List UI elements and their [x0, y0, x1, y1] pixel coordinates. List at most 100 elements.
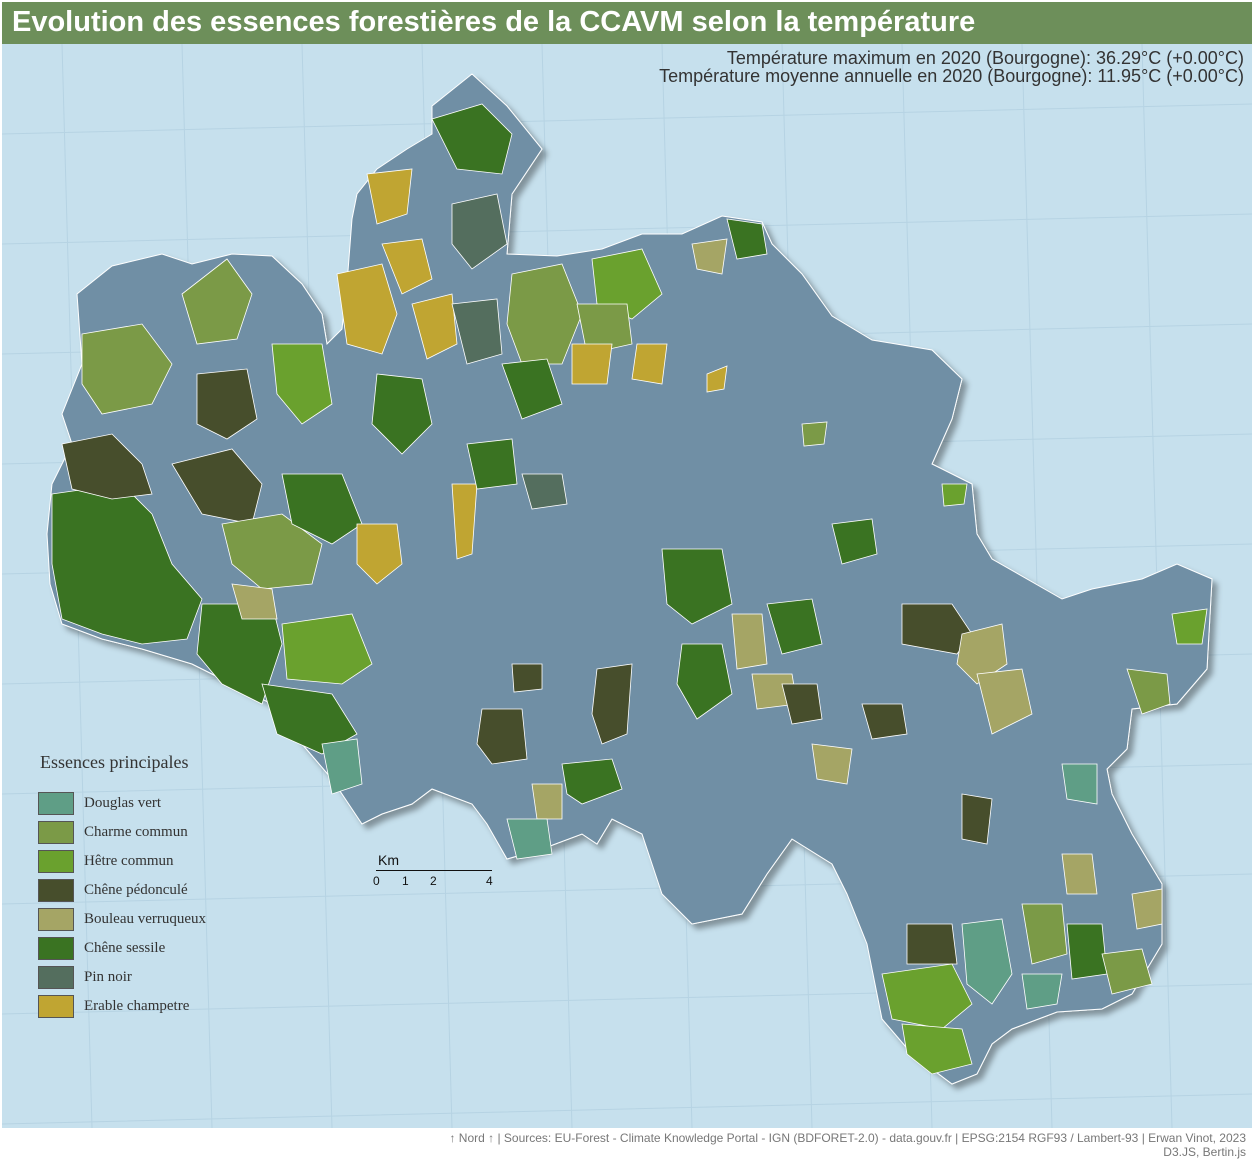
forest-stand [181, 258, 253, 345]
map-area: Température maximum en 2020 (Bourgogne):… [2, 44, 1252, 1128]
legend-item-chene-sessile: Chêne sessile [38, 934, 206, 963]
forest-stand [901, 1023, 973, 1075]
legend-swatch [38, 966, 74, 989]
forest-stand [1126, 668, 1171, 715]
legend-label: Charme commun [84, 824, 188, 840]
scale-unit-label: Km [378, 852, 399, 868]
forest-stand [561, 758, 623, 805]
legend-item-bouleau-verruqueux: Bouleau verruqueux [38, 905, 206, 934]
forest-stand [1101, 948, 1153, 995]
forest-stand [571, 343, 613, 385]
forest-stand [576, 303, 633, 355]
temperature-mean-label: Température moyenne annuelle en 2020 (Bo… [659, 66, 1244, 86]
forest-stand [431, 103, 513, 175]
forest-stand [961, 793, 993, 845]
forest-stands [51, 103, 1208, 1075]
forest-stand [451, 483, 478, 560]
forest-stand [801, 421, 828, 447]
forest-stand [961, 918, 1013, 1005]
legend-swatch [38, 821, 74, 844]
forest-stand [591, 248, 663, 320]
scale-tick-label: 0 [373, 874, 380, 888]
forest-stand [1021, 903, 1068, 965]
forest-stand [366, 168, 413, 225]
legend-label: Chêne sessile [84, 940, 166, 956]
legend-swatch [38, 937, 74, 960]
forest-stand [676, 643, 733, 720]
forest-stand [476, 708, 528, 765]
forest-stand [506, 818, 553, 860]
forest-stand [501, 358, 563, 420]
scale-tick-label: 2 [430, 874, 437, 888]
map-title: Evolution des essences forestières de la… [12, 6, 976, 38]
legend: Essences principales Douglas vert Charme… [38, 752, 206, 1021]
forest-stand [61, 433, 153, 500]
legend-item-pin-noir: Pin noir [38, 963, 206, 992]
legend-label: Hêtre commun [84, 853, 174, 869]
scale-line [376, 870, 492, 871]
forest-stand [81, 323, 173, 415]
forest-stand [466, 438, 518, 490]
forest-stand [731, 613, 768, 670]
forest-stand [661, 548, 733, 625]
scale-bar: Km 0 1 2 4 [364, 852, 504, 892]
legend-swatch [38, 908, 74, 931]
forest-stand [766, 598, 823, 655]
legend-label: Pin noir [84, 969, 132, 985]
legend-label: Douglas vert [84, 795, 162, 811]
forest-stand [726, 218, 768, 260]
forest-stand [831, 518, 878, 565]
footer-sources: ↑ Nord ↑ | Sources: EU-Forest - Climate … [449, 1131, 1246, 1145]
legend-item-charme-commun: Charme commun [38, 818, 206, 847]
forest-stand [1061, 853, 1098, 895]
forest-stand [281, 473, 363, 545]
forest-stand [811, 743, 853, 785]
forest-stand [381, 238, 433, 295]
forest-stand [941, 483, 968, 507]
forest-stand [221, 513, 323, 590]
forest-stand [1021, 973, 1063, 1010]
forest-stand [781, 683, 823, 725]
forest-stand [511, 663, 543, 693]
legend-item-erable-champetre: Erable champetre [38, 992, 206, 1021]
forest-stand [976, 668, 1033, 735]
ccavm-territory [46, 73, 1213, 1085]
forest-stand [591, 663, 633, 745]
legend-item-hetre-commun: Hêtre commun [38, 847, 206, 876]
forest-stand [1131, 888, 1163, 930]
forest-stand [231, 583, 278, 620]
forest-stand [861, 703, 908, 740]
footer-tools: D3.JS, Bertin.js [1163, 1145, 1246, 1159]
forest-stand [631, 343, 668, 385]
forest-stand [451, 298, 503, 365]
forest-stand [356, 523, 403, 585]
forest-stand [336, 263, 398, 355]
title-bar: Evolution des essences forestières de la… [2, 2, 1252, 44]
forest-stand [51, 483, 203, 645]
forest-stand [506, 263, 583, 365]
forest-stand [271, 343, 333, 425]
scale-tick-label: 1 [402, 874, 409, 888]
forest-stand [706, 365, 728, 393]
footer-credits: ↑ Nord ↑ | Sources: EU-Forest - Climate … [449, 1131, 1246, 1159]
temperature-max-label: Température maximum en 2020 (Bourgogne):… [726, 48, 1244, 68]
forest-stand [321, 738, 363, 795]
forest-stand [371, 373, 433, 455]
forest-stand [411, 293, 458, 360]
scale-tick-label: 4 [486, 874, 493, 888]
legend-item-chene-pedoncule: Chêne pédonculé [38, 876, 206, 905]
forest-stand [1061, 763, 1098, 805]
legend-swatch [38, 879, 74, 902]
forest-stand [1066, 923, 1108, 980]
forest-stand [521, 473, 568, 510]
legend-swatch [38, 995, 74, 1018]
forest-stand [281, 613, 373, 685]
forest-stand [906, 923, 958, 965]
forest-stand [196, 368, 258, 440]
legend-swatch [38, 850, 74, 873]
forest-stand [881, 963, 973, 1030]
map-canvas [2, 44, 1252, 1128]
legend-title: Essences principales [40, 752, 189, 772]
legend-item-douglas-vert: Douglas vert [38, 789, 206, 818]
